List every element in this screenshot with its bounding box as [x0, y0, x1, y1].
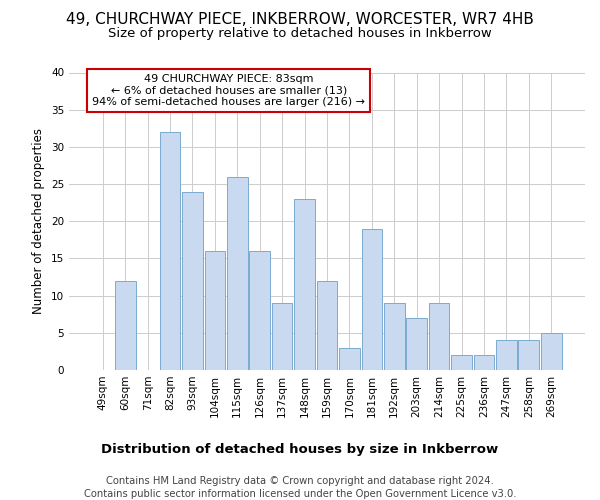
Bar [182, 192, 203, 370]
Bar [227, 176, 248, 370]
Bar [384, 303, 404, 370]
Bar [518, 340, 539, 370]
Y-axis label: Number of detached properties: Number of detached properties [32, 128, 46, 314]
Bar [339, 348, 360, 370]
Bar [250, 251, 270, 370]
Text: Contains public sector information licensed under the Open Government Licence v3: Contains public sector information licen… [84, 489, 516, 499]
Bar [473, 355, 494, 370]
Bar [272, 303, 292, 370]
Bar [541, 333, 562, 370]
Bar [160, 132, 181, 370]
Bar [451, 355, 472, 370]
Text: 49, CHURCHWAY PIECE, INKBERROW, WORCESTER, WR7 4HB: 49, CHURCHWAY PIECE, INKBERROW, WORCESTE… [66, 12, 534, 28]
Text: Distribution of detached houses by size in Inkberrow: Distribution of detached houses by size … [101, 442, 499, 456]
Text: Size of property relative to detached houses in Inkberrow: Size of property relative to detached ho… [108, 28, 492, 40]
Bar [317, 281, 337, 370]
Bar [496, 340, 517, 370]
Text: Contains HM Land Registry data © Crown copyright and database right 2024.: Contains HM Land Registry data © Crown c… [106, 476, 494, 486]
Bar [294, 199, 315, 370]
Text: 49 CHURCHWAY PIECE: 83sqm
← 6% of detached houses are smaller (13)
94% of semi-d: 49 CHURCHWAY PIECE: 83sqm ← 6% of detach… [92, 74, 365, 107]
Bar [406, 318, 427, 370]
Bar [362, 228, 382, 370]
Bar [429, 303, 449, 370]
Bar [115, 281, 136, 370]
Bar [205, 251, 225, 370]
